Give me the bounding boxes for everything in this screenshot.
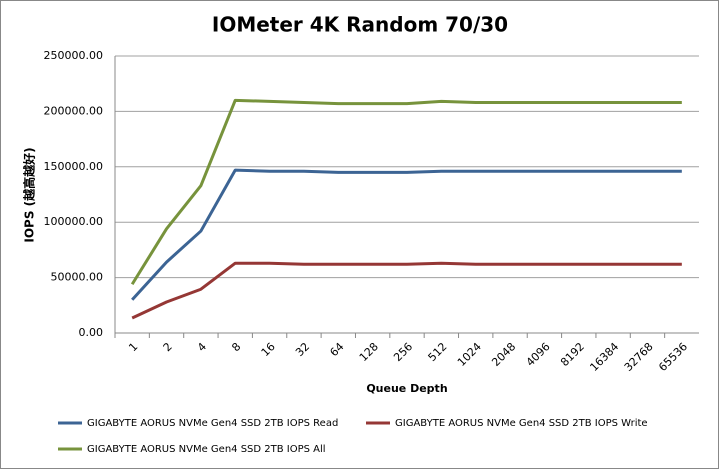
legend-label: GIGABYTE AORUS NVMe Gen4 SSD 2TB IOPS Re… [87,418,338,429]
y-tick-label: 50000.00 [51,271,104,284]
chart-title: IOMeter 4K Random 70/30 [212,13,508,37]
y-axis-label: IOPS (越高越好) [22,147,37,242]
series-line [131,168,682,301]
legend-label: GIGABYTE AORUS NVMe Gen4 SSD 2TB IOPS Al… [87,444,326,455]
y-tick-label: 250000.00 [44,49,104,62]
y-tick-label: 0.00 [79,326,104,339]
series-line [131,261,682,320]
y-tick-label: 200000.00 [44,104,104,117]
legend-label: GIGABYTE AORUS NVMe Gen4 SSD 2TB IOPS Wr… [395,418,648,429]
series-line [130,98,682,286]
y-tick-label: 100000.00 [44,215,104,228]
y-tick-label: 150000.00 [44,160,104,173]
x-axis-label: Queue Depth [366,382,447,395]
